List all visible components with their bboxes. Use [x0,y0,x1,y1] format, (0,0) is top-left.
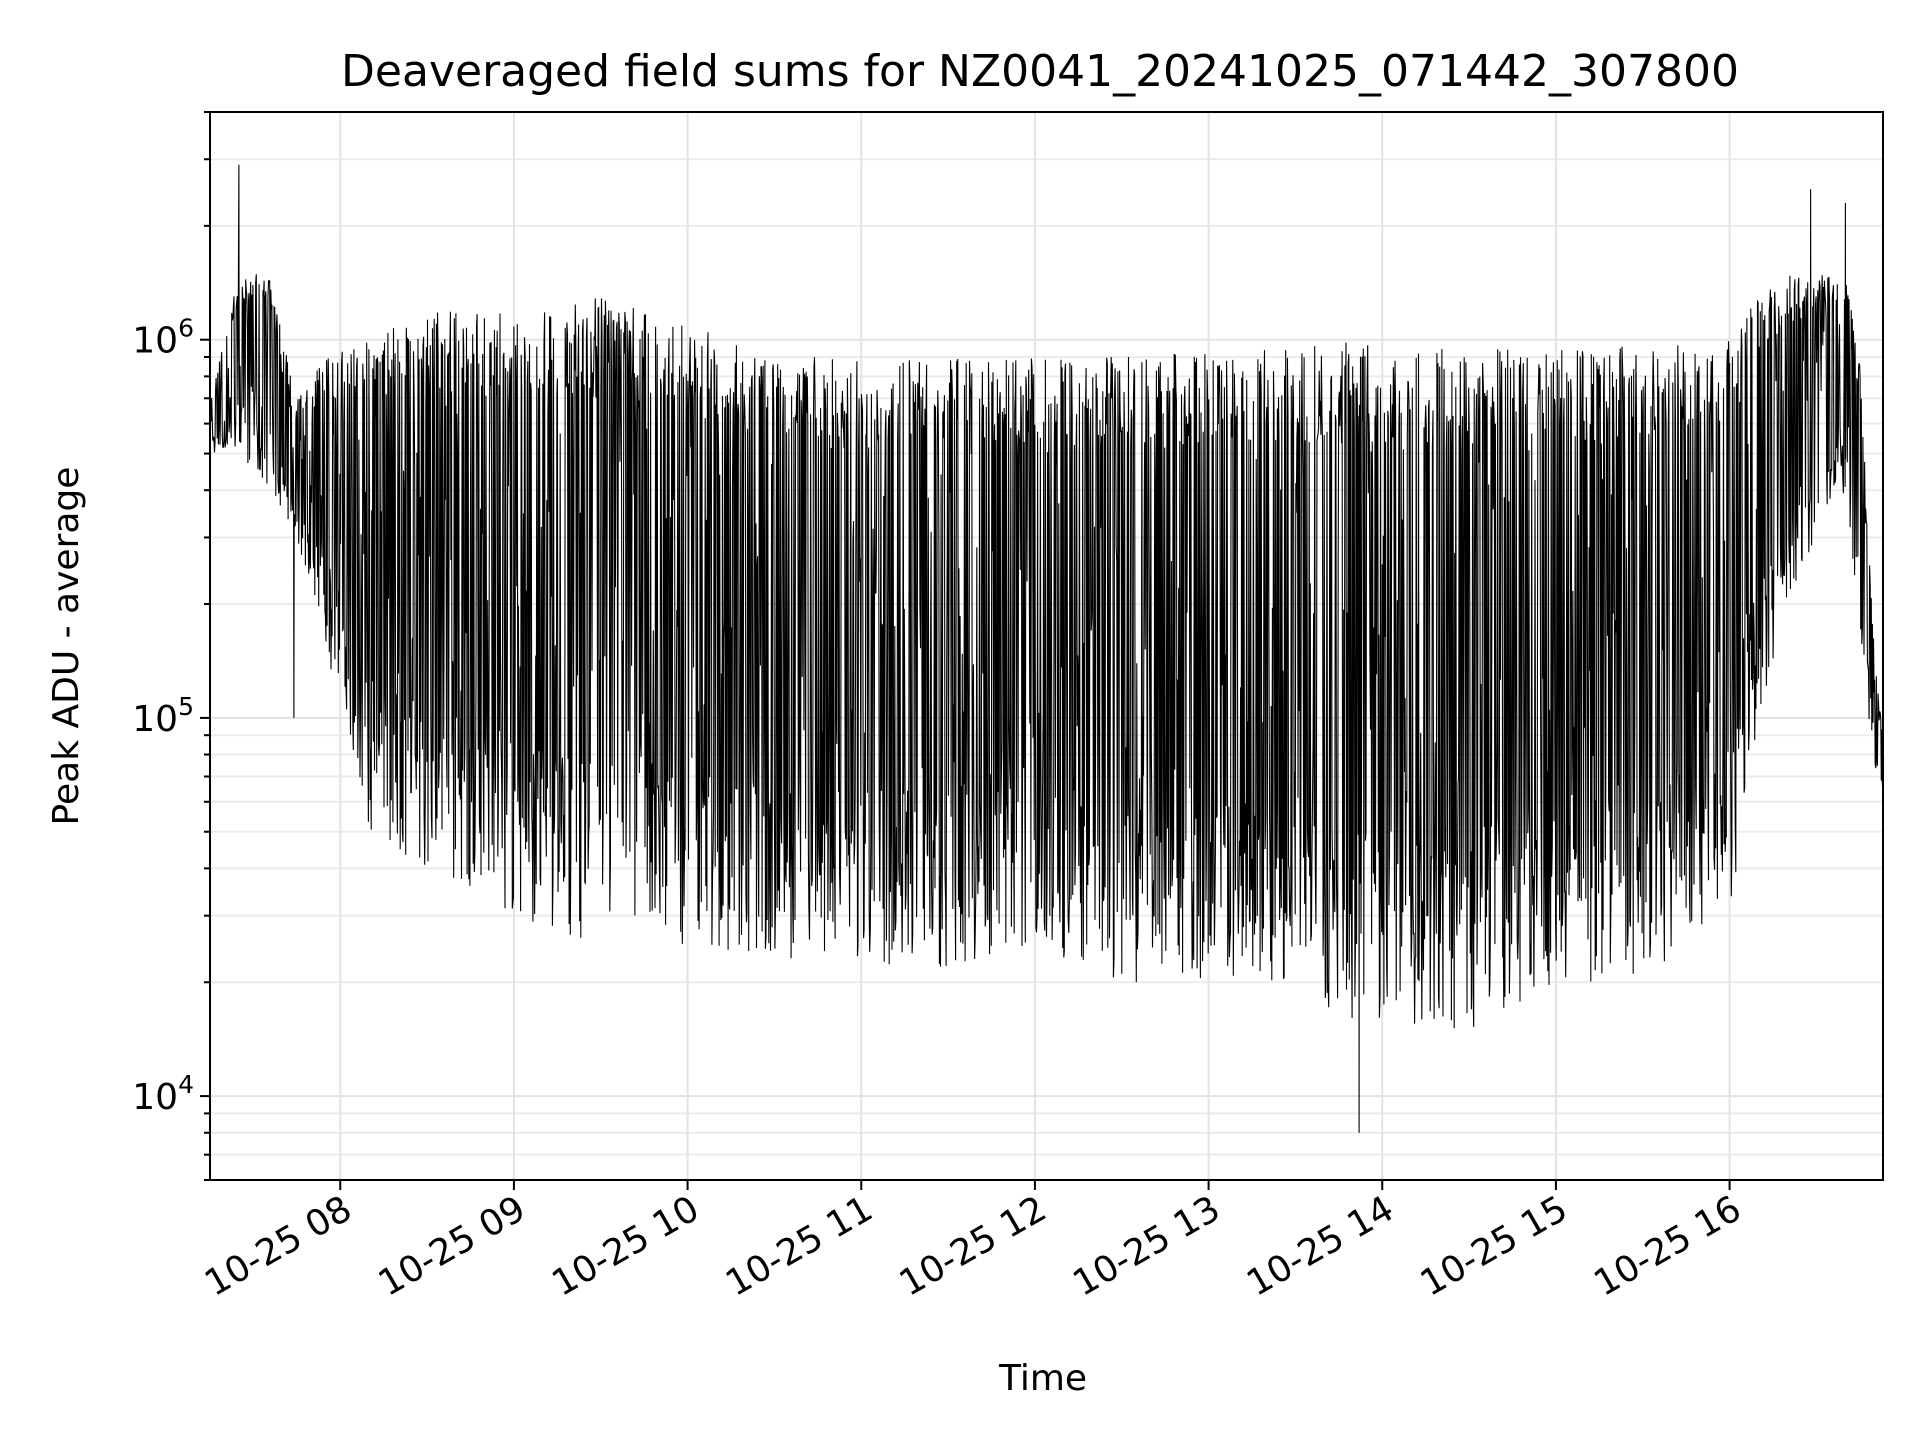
y-axis-label: Peak ADU - average [46,467,87,826]
x-axis-label: Time [998,1358,1087,1399]
y-tick-exponent: 6 [178,314,194,343]
plot-frame [209,111,1884,1181]
y-tick-label: 106 [132,314,194,362]
series-line [209,164,1884,1133]
y-tick-base: 10 [132,1077,178,1118]
data-series [209,164,1884,1133]
grid [210,111,1883,1181]
y-tick-exponent: 4 [178,1070,194,1099]
x-tick-label: 10-25 14 [1240,1188,1401,1304]
x-tick-label: 10-25 09 [372,1188,533,1304]
y-tick-label: 104 [132,1070,194,1118]
x-tick-label: 10-25 12 [893,1188,1054,1304]
x-tick-label: 10-25 11 [719,1188,880,1304]
y-tick-exponent: 5 [178,692,194,721]
x-tick-label: 10-25 15 [1414,1188,1575,1304]
chart-title: Deaveraged field sums for NZ0041_2024102… [341,46,1739,97]
x-tick-label: 10-25 16 [1587,1188,1748,1304]
y-tick-label: 105 [132,692,194,740]
x-tick-label: 10-25 10 [545,1188,706,1304]
y-tick-base: 10 [132,321,178,362]
x-axis: 10-25 08 10-25 09 10-25 10 10-25 11 10-25 12… [198,1180,1748,1305]
y-tick-base: 10 [132,699,178,740]
x-tick-label: 10-25 08 [198,1188,359,1304]
x-tick-label: 10-25 13 [1066,1188,1227,1304]
